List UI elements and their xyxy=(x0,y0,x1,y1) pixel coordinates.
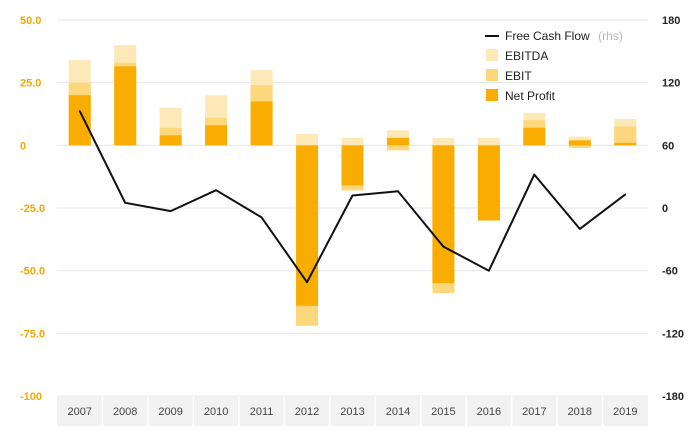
bar-ebitda xyxy=(477,137,500,146)
bar-net-profit xyxy=(341,145,364,186)
free-cash-flow-point xyxy=(306,281,308,283)
gridlines xyxy=(57,19,648,397)
left-axis-ticks: 50.0 25.0 0 -25.0 -50.0 -75.0 -100 xyxy=(20,15,45,403)
bar-ebit xyxy=(614,126,637,146)
bar-ebitda xyxy=(341,137,364,146)
free-cash-flow-point xyxy=(215,189,217,192)
free-cash-flow-line-group xyxy=(78,110,627,284)
bar-net-profit xyxy=(432,145,455,284)
bar-net-profit xyxy=(250,101,273,146)
free-cash-flow-point xyxy=(624,193,627,196)
free-cash-flow-point xyxy=(169,210,172,212)
x-axis-tick-label: 2010 xyxy=(204,406,228,418)
left-axis-tick-label: -100 xyxy=(20,391,42,403)
free-cash-flow-point xyxy=(488,269,490,272)
x-axis-tick-label: 2014 xyxy=(386,406,410,418)
free-cash-flow-point xyxy=(579,228,581,230)
legend-item-free-cash-flow: Free Cash Flow (rhs) xyxy=(505,27,623,44)
right-axis-tick-label: -180 xyxy=(662,391,684,403)
free-cash-flow-point xyxy=(397,190,399,193)
x-axis-tick-label: 2017 xyxy=(522,406,546,418)
x-axis-tick-label: 2013 xyxy=(340,406,364,418)
left-axis-tick-label: -75.0 xyxy=(20,328,45,340)
legend-note-rhs: (rhs) xyxy=(598,29,623,43)
bar-net-profit xyxy=(68,95,91,146)
legend-label-free-cash-flow: Free Cash Flow xyxy=(505,29,590,43)
left-axis-tick-label: -25.0 xyxy=(20,203,45,215)
bar-net-profit xyxy=(523,127,546,146)
bar-net-profit xyxy=(614,142,637,146)
free-cash-flow-point xyxy=(533,173,536,176)
legend-swatch-ebitda xyxy=(486,49,498,61)
free-cash-flow-point xyxy=(351,194,354,197)
right-axis-tick-label: 120 xyxy=(662,78,680,90)
free-cash-flow-point xyxy=(78,110,81,112)
bars xyxy=(68,45,637,326)
left-axis-tick-label: -50.0 xyxy=(20,266,45,278)
right-axis-tick-label: 0 xyxy=(662,203,668,215)
bar-net-profit xyxy=(568,140,591,146)
right-axis-tick-label: -60 xyxy=(662,266,678,278)
free-cash-flow-point xyxy=(442,245,445,248)
x-axis-tick-label: 2019 xyxy=(613,406,637,418)
left-axis-tick-label: 50.0 xyxy=(20,15,41,27)
bar-ebit xyxy=(568,145,591,148)
left-axis-tick-label: 25.0 xyxy=(20,78,41,90)
x-axis-tick-label: 2008 xyxy=(113,406,137,418)
right-axis-ticks: 180 120 60 0 -60 -120 -180 xyxy=(662,15,684,403)
bar-net-profit xyxy=(296,145,319,306)
legend-label-ebitda: EBITDA xyxy=(505,49,548,63)
legend-swatch-ebit xyxy=(486,69,498,81)
bar-ebit xyxy=(386,145,409,151)
x-axis-band xyxy=(57,396,648,426)
left-axis-tick-label: 0 xyxy=(20,140,26,152)
free-cash-flow-point xyxy=(260,216,263,219)
x-axis-ticks: 2007 2008 2009 2010 2011 2012 2013 2014 2015 2016… xyxy=(67,396,638,426)
bar-net-profit xyxy=(114,66,137,146)
bar-ebitda xyxy=(296,134,319,146)
legend: Free Cash Flow (rhs) EBITDA EBIT Net Pro… xyxy=(485,27,623,103)
bar-net-profit xyxy=(386,137,409,146)
right-axis-tick-label: -120 xyxy=(662,328,684,340)
bar-net-profit xyxy=(477,145,500,221)
right-axis-tick-label: 60 xyxy=(662,140,674,152)
free-cash-flow-point xyxy=(124,201,126,204)
x-axis-tick-label: 2012 xyxy=(295,406,319,418)
x-axis-tick-label: 2009 xyxy=(158,406,182,418)
legend-swatch-net-profit xyxy=(486,89,498,101)
bar-ebitda xyxy=(432,137,455,146)
x-axis-tick-label: 2011 xyxy=(250,406,274,418)
x-axis-tick-label: 2018 xyxy=(568,406,592,418)
x-axis-tick-label: 2016 xyxy=(477,406,501,418)
bar-net-profit xyxy=(159,135,182,146)
legend-label-ebit: EBIT xyxy=(505,69,532,83)
bar-net-profit xyxy=(205,125,228,146)
legend-label-net-profit: Net Profit xyxy=(505,89,556,103)
x-axis-tick-label: 2015 xyxy=(431,406,455,418)
right-axis-tick-label: 180 xyxy=(662,15,680,27)
x-axis-tick-label: 2007 xyxy=(67,406,91,418)
